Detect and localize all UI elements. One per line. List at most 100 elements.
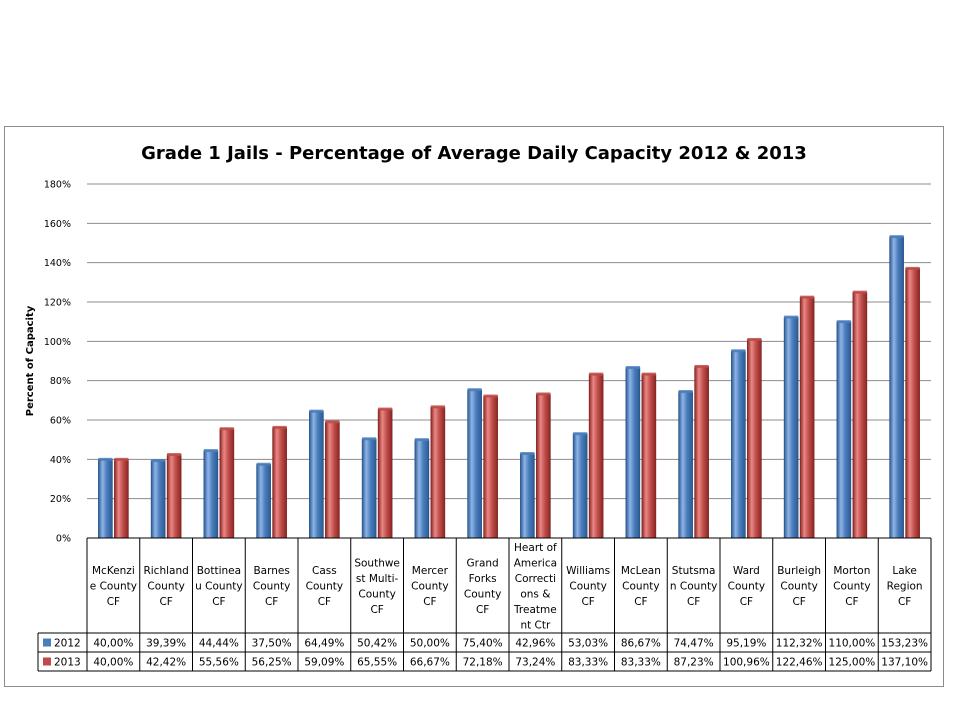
data-label-2013: 125,00% (829, 657, 876, 669)
category-label-line: County (728, 581, 765, 593)
category-label-line: CF (318, 596, 331, 608)
category-label: Morton County CF (833, 565, 870, 608)
bar-top-2013 (430, 405, 445, 409)
category-label-line: CF (687, 596, 700, 608)
category-label-line: Lake (892, 565, 916, 577)
bar-2013 (377, 408, 393, 539)
legend-series-name: 2012 (54, 638, 81, 650)
data-label-2012: 75,40% (463, 638, 503, 650)
category-label-line: Bottinea (197, 565, 241, 577)
bar-top-2013 (905, 266, 920, 270)
category-label-line: County (358, 588, 395, 600)
data-label-2013: 56,25% (252, 657, 292, 669)
category-label-line: Stutsma (672, 565, 716, 577)
category-label-line: Morton (833, 565, 870, 577)
bar-2012 (309, 410, 324, 539)
category-label-line: CF (581, 596, 594, 608)
category-label-line: u County (195, 581, 242, 593)
bar-top-2013 (800, 295, 815, 299)
category-label-line: CF (898, 596, 911, 608)
bar-2013 (272, 427, 287, 539)
chart-title: Grade 1 Jails - Percentage of Average Da… (141, 143, 807, 164)
bar-2012 (731, 350, 746, 539)
category-label-line: CF (476, 604, 489, 616)
bar-2012 (572, 433, 588, 539)
category-label-line: County (833, 581, 870, 593)
bar-top-2012 (784, 315, 799, 319)
bar-2012 (678, 391, 693, 539)
bar-2013 (430, 406, 446, 539)
bar-2012 (783, 316, 799, 539)
category-label-line: County (464, 588, 501, 600)
category-label-line: CF (265, 596, 278, 608)
category-label-line: CF (370, 604, 383, 616)
category-label-line: CF (107, 596, 120, 608)
category-label-line: Ward (733, 565, 760, 577)
category-label-line: County (253, 581, 290, 593)
category-label-line: Forks (469, 573, 497, 585)
category-label-line: Correcti (515, 573, 556, 585)
bar-2013 (694, 366, 709, 539)
data-label-2013: 65,55% (357, 657, 397, 669)
data-label-2013: 83,33% (621, 657, 661, 669)
data-label-2013: 55,56% (199, 657, 239, 669)
category-label: Ward County CF (728, 565, 765, 608)
y-tick-label: 80% (50, 376, 71, 387)
bar-top-2013 (114, 457, 129, 461)
y-tick-label: 60% (50, 416, 71, 427)
category-label: McLean County CF (621, 565, 661, 608)
chart-svg: 0% 20% 40% 60% 80% 100% 120% 140% 160% 180% Percen… (25, 180, 932, 672)
data-label-2013: 40,00% (93, 657, 133, 669)
category-label-line: CF (212, 596, 225, 608)
data-label-2012: 50,42% (357, 638, 397, 650)
category-label: Bottinea u County CF (195, 565, 242, 608)
bar-2012 (625, 367, 641, 539)
bar-top-2013 (219, 427, 234, 431)
data-label-2012: 112,32% (776, 638, 823, 650)
category-label-line: County (306, 581, 343, 593)
y-tick-label: 180% (44, 180, 71, 191)
bar-top-2012 (362, 437, 377, 441)
category-label-line: Treatme (513, 604, 557, 616)
category-label-line: CF (740, 596, 753, 608)
data-label-2012: 37,50% (252, 638, 292, 650)
data-label-2013: 42,42% (146, 657, 186, 669)
data-label-2012: 64,49% (304, 638, 344, 650)
category-label-line: st Multi- (356, 573, 399, 585)
category-label: McKenzi e County CF (90, 565, 137, 608)
bar-2013 (588, 373, 604, 539)
data-label-2012: 42,96% (515, 638, 555, 650)
category-label-line: Mercer (412, 565, 449, 577)
category-label-line: nt Ctr (520, 619, 551, 631)
y-axis-label: Percent of Capacity (25, 305, 36, 416)
bar-2012 (414, 439, 430, 539)
y-tick-label: 140% (44, 258, 71, 269)
data-label-2013: 87,23% (674, 657, 714, 669)
category-label-line: Williams (566, 565, 610, 577)
bar-top-2012 (203, 449, 218, 453)
bar-top-2013 (483, 394, 498, 398)
bar-top-2013 (325, 420, 340, 424)
data-label-2012: 110,00% (829, 638, 876, 650)
bar-top-2013 (167, 453, 182, 457)
data-label-2012: 53,03% (568, 638, 608, 650)
bar-2013 (219, 428, 235, 539)
bar-top-2012 (889, 235, 904, 239)
category-label-line: ons & (520, 588, 550, 600)
legend-key-2012 (43, 638, 51, 647)
category-label-line: County (147, 581, 184, 593)
data-label-2012: 39,39% (146, 638, 186, 650)
bar-2012 (889, 236, 904, 539)
y-tick-label: 40% (50, 455, 71, 466)
bar-2012 (836, 321, 852, 539)
bar-top-2012 (467, 388, 482, 392)
bar-2013 (325, 421, 340, 539)
bar-top-2013 (378, 407, 393, 411)
bar-2012 (203, 450, 219, 539)
chart-frame: Grade 1 Jails - Percentage of Average Da… (4, 126, 944, 687)
category-label: Williams County CF (566, 565, 610, 608)
bar-2013 (483, 395, 498, 539)
bar-2012 (467, 389, 482, 539)
data-label-2013: 73,24% (515, 657, 555, 669)
bar-2013 (905, 268, 920, 539)
